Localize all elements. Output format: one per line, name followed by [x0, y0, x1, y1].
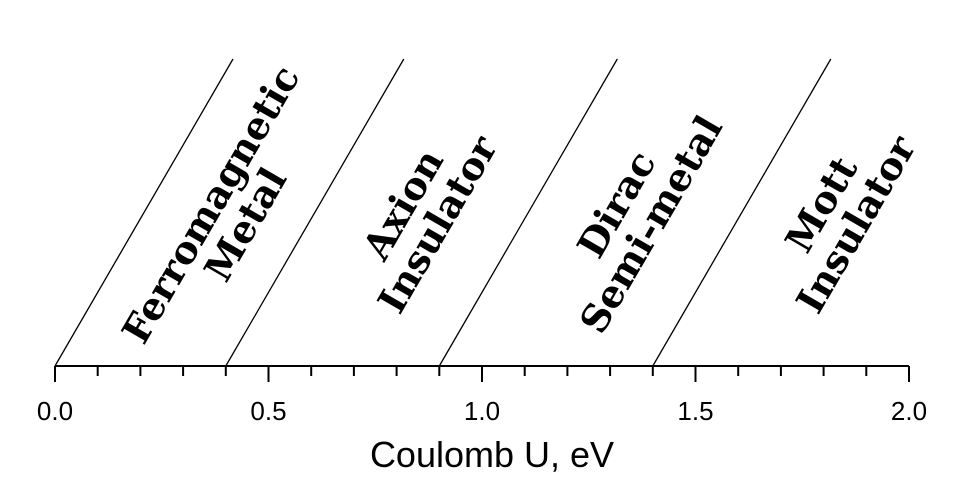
- phase-boundary-line: [652, 58, 832, 367]
- x-tick-label: 1.5: [677, 396, 713, 426]
- x-axis-tick-labels: 0.0 0.5 1.0 1.5 2.0: [37, 396, 927, 426]
- x-axis-title: Coulomb U, eV: [370, 434, 614, 475]
- x-tick-label: 2.0: [891, 396, 927, 426]
- x-tick-label: 0.5: [250, 396, 286, 426]
- x-tick-label: 1.0: [464, 396, 500, 426]
- phase-boundary-line: [438, 58, 618, 367]
- phase-boundary-line: [225, 58, 405, 367]
- x-tick-label: 0.0: [37, 396, 73, 426]
- phase-boundary-line: [54, 58, 234, 367]
- phase-boundaries: [54, 58, 832, 367]
- x-axis-ticks: [54, 366, 910, 382]
